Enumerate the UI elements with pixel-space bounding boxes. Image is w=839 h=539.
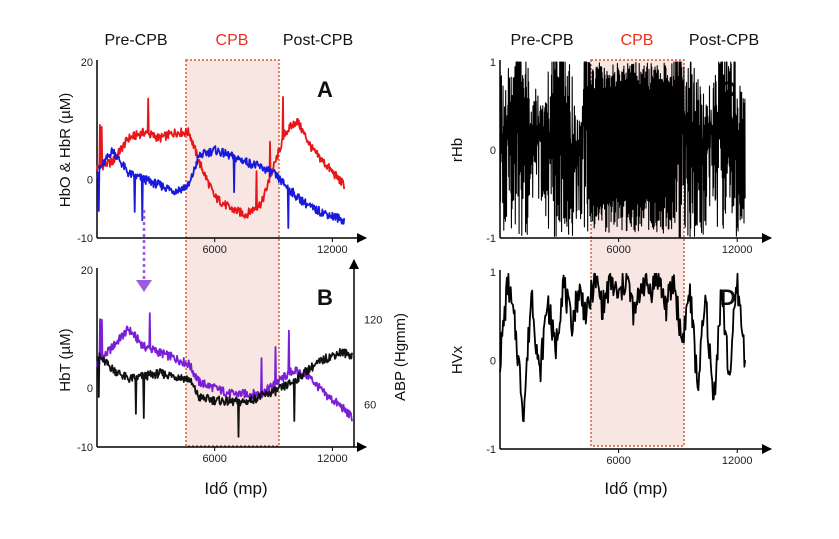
x-tick-label: 12000	[722, 244, 753, 256]
phase-cpb-left: CPB	[216, 32, 249, 49]
phase-cpb-right: CPB	[621, 32, 654, 49]
series-abp-line	[96, 347, 353, 438]
phase-pre-right: Pre-CPB	[510, 32, 573, 49]
x-tick-label: 12000	[317, 453, 348, 465]
y-tick-label: 20	[81, 57, 93, 69]
y-tick-label: 0	[87, 383, 93, 395]
x-tick-label: 6000	[606, 244, 630, 256]
transition-arrow-head	[136, 280, 152, 292]
x-tick-label: 12000	[722, 455, 753, 467]
y-axis-title: HVx	[449, 345, 466, 374]
right-y-tick-label: 60	[364, 400, 376, 412]
panel-label: A	[317, 77, 333, 102]
panel-a: 20 0 -10 6000 12000 HbO & HbR (µM) A	[57, 57, 367, 256]
y-axis-title: HbT (µM)	[57, 328, 74, 391]
right-y-axis-title: ABP (Hgmm)	[392, 313, 409, 401]
x-tick-label: 12000	[317, 244, 348, 256]
right-y-tick-label: 120	[364, 315, 382, 327]
y-tick-label: -1	[486, 233, 496, 245]
series-hvx-line	[499, 272, 746, 423]
x-tick-label: 6000	[202, 244, 226, 256]
phase-pre-left: Pre-CPB	[104, 32, 167, 49]
panel-b: 20 0 -10 6000 12000 120 60 ABP (Hgmm) HbT (µM) B	[57, 259, 409, 465]
x-tick-label: 6000	[202, 453, 226, 465]
x-axis-title-left: Idő (mp)	[204, 479, 267, 498]
panel-label: B	[317, 285, 333, 310]
phase-post-left: Post-CPB	[283, 32, 353, 49]
y-tick-label: 0	[490, 145, 496, 157]
x-axis-title-right: Idő (mp)	[604, 479, 667, 498]
y-tick-label: 0	[87, 174, 93, 186]
y-axis-title: HbO & HbR (µM)	[57, 93, 74, 208]
y-tick-label: -1	[486, 444, 496, 456]
series-hbr-line	[96, 145, 346, 229]
series-rhb-line	[499, 61, 746, 238]
y-tick-label: -10	[77, 233, 93, 245]
y-tick-label: 20	[81, 265, 93, 277]
series-hbt-line	[96, 312, 353, 422]
phase-post-right: Post-CPB	[689, 32, 759, 49]
y-tick-label: -10	[77, 442, 93, 454]
cpb-region-left	[185, 59, 280, 447]
y-tick-label: 1	[490, 57, 496, 69]
y-tick-label: 1	[490, 267, 496, 279]
y-axis-title: rHb	[449, 138, 466, 162]
x-tick-label: 6000	[606, 455, 630, 467]
y-tick-label: 0	[490, 356, 496, 368]
series-hbo-line	[96, 96, 346, 219]
